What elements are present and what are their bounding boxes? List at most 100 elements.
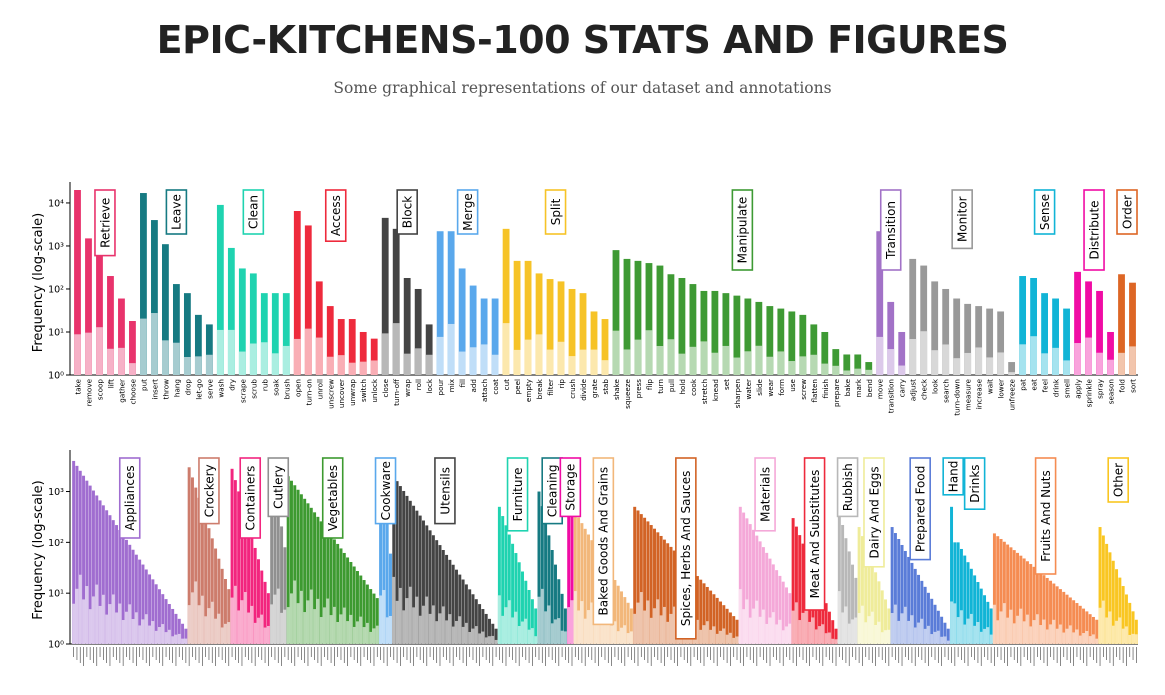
- bar-lower-part: [451, 626, 455, 644]
- x-tick-label: stretch: [700, 379, 709, 404]
- bar-lower-part: [1030, 336, 1038, 375]
- bar-lower-part: [134, 612, 138, 644]
- bar: [649, 525, 653, 644]
- bar: [403, 277, 411, 375]
- bar: [365, 584, 369, 644]
- bar-lower-part: [128, 604, 132, 644]
- bar: [309, 507, 313, 644]
- bar: [362, 580, 366, 644]
- y-tick-label: 10⁰: [48, 371, 64, 382]
- x-tick-label: unroll: [315, 379, 324, 399]
- bar: [326, 530, 330, 644]
- bar: [656, 265, 664, 375]
- y-tick-label: 10²: [48, 284, 64, 295]
- bar-lower-part: [537, 596, 541, 644]
- bar: [880, 590, 884, 644]
- bar-lower-part: [398, 587, 402, 644]
- bar: [639, 514, 643, 644]
- bar: [286, 476, 290, 644]
- x-tick-label: bake: [843, 378, 852, 396]
- bar: [824, 603, 828, 644]
- bar-lower-part: [464, 622, 468, 644]
- bar: [227, 247, 235, 375]
- bar: [711, 290, 719, 375]
- bar: [481, 609, 485, 644]
- x-tick-label: insert: [150, 379, 159, 400]
- bar: [778, 575, 782, 644]
- bar-lower-part: [313, 609, 317, 644]
- x-tick-label: attach: [480, 379, 489, 402]
- x-tick-label: roll: [414, 379, 423, 390]
- bar: [316, 516, 320, 644]
- bar-lower-part: [887, 349, 895, 375]
- bar: [629, 608, 633, 644]
- bar-lower-part: [656, 346, 664, 375]
- bar: [313, 512, 317, 644]
- bar: [1042, 575, 1046, 644]
- bar: [280, 526, 284, 644]
- bar: [458, 268, 466, 375]
- bar-lower-part: [524, 618, 528, 644]
- bar: [864, 545, 868, 644]
- bar: [1030, 277, 1038, 375]
- group-label-box: [165, 189, 188, 235]
- bar-lower-part: [504, 607, 508, 644]
- bar-lower-part: [926, 625, 930, 644]
- bar: [1019, 555, 1023, 644]
- bar: [742, 512, 746, 644]
- bar: [256, 559, 260, 644]
- bar: [392, 228, 400, 375]
- bar-lower-part: [616, 631, 620, 644]
- bar-lower-part: [349, 614, 353, 644]
- bar-lower-part: [1032, 620, 1036, 644]
- bar-lower-part: [860, 605, 864, 644]
- group-label: Sense: [1033, 189, 1056, 235]
- bar: [768, 558, 772, 644]
- bar: [612, 250, 620, 375]
- bar-lower-part: [810, 354, 818, 375]
- bar-lower-part: [190, 592, 194, 644]
- bar-lower-part: [643, 610, 647, 644]
- bar-lower-part: [887, 629, 891, 644]
- bar: [1131, 611, 1135, 644]
- bar: [992, 533, 996, 644]
- bar: [1121, 586, 1125, 644]
- bar-lower-part: [1019, 344, 1027, 375]
- bar: [471, 594, 475, 644]
- bar-lower-part: [748, 617, 752, 644]
- bar-lower-part: [273, 594, 277, 644]
- bar: [877, 581, 881, 644]
- bar: [722, 605, 726, 644]
- bar-lower-part: [976, 621, 980, 644]
- bar-lower-part: [129, 363, 136, 375]
- bar: [447, 231, 455, 375]
- bar: [758, 541, 762, 644]
- x-tick-label: season: [1107, 379, 1116, 404]
- bar: [118, 298, 125, 375]
- group-label: Dairy And Eggs: [863, 457, 885, 568]
- group-label-box: [506, 457, 529, 532]
- bar-lower-part: [111, 594, 115, 644]
- bar-lower-part: [315, 337, 323, 375]
- bar-lower-part: [799, 356, 807, 375]
- x-tick-label: hold: [678, 379, 687, 395]
- x-tick-label: pour: [436, 379, 445, 396]
- bar: [527, 589, 531, 644]
- bar-lower-part: [204, 616, 208, 644]
- x-tick-label: pull: [667, 379, 676, 392]
- bar-lower-part: [491, 354, 499, 375]
- bar-lower-part: [336, 621, 340, 644]
- bar: [964, 303, 972, 375]
- bar-lower-part: [1098, 607, 1102, 644]
- bar: [870, 563, 874, 644]
- bar-lower-part: [488, 636, 491, 644]
- group-label-text: Transition: [884, 201, 898, 260]
- group-label: Meat And Substitutes: [803, 457, 826, 611]
- bar: [488, 618, 491, 644]
- bar: [405, 495, 409, 644]
- bar: [583, 528, 587, 644]
- bar-lower-part: [931, 350, 939, 375]
- x-tick-label: unlock: [370, 378, 379, 402]
- bar: [237, 491, 241, 644]
